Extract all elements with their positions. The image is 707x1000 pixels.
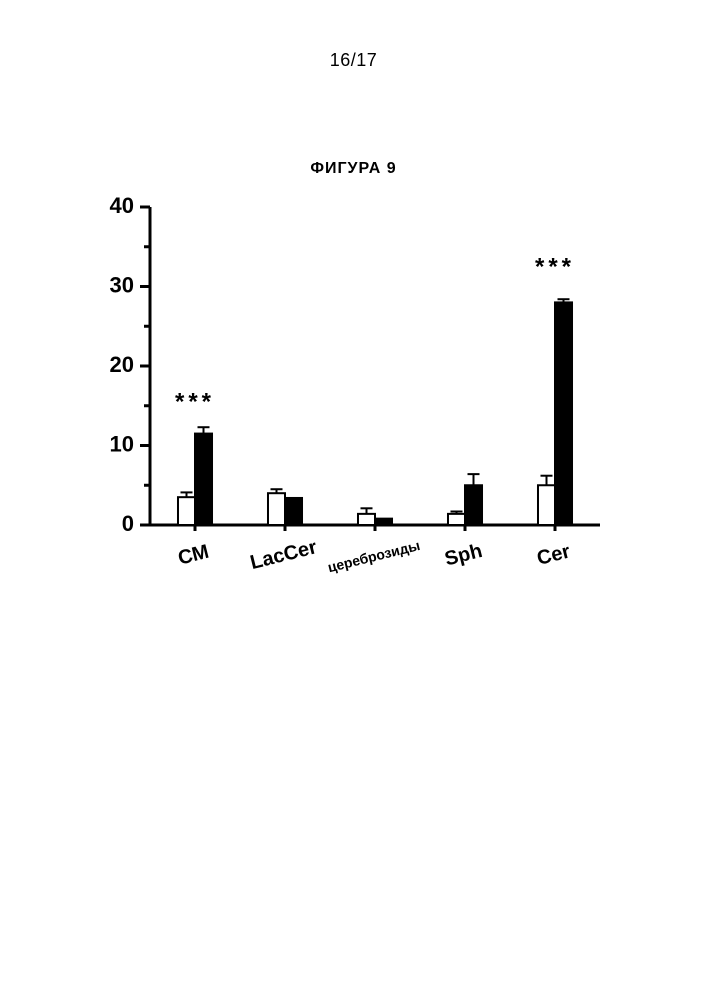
significance-marker: *** [535, 254, 575, 281]
y-tick-label: 30 [110, 272, 134, 297]
bar-control [358, 514, 375, 525]
bar-treated [555, 302, 572, 525]
bar-control [268, 493, 285, 525]
page-number: 16/17 [0, 50, 707, 71]
y-tick-label: 0 [122, 511, 134, 536]
bar-chart: 010203040СМLacCerцереброзидыSphCer****** [90, 185, 620, 605]
bar-treated [195, 434, 212, 525]
bar-treated [285, 498, 302, 525]
y-tick-label: 40 [110, 193, 134, 218]
chart-svg: 010203040СМLacCerцереброзидыSphCer****** [90, 185, 620, 605]
significance-marker: *** [175, 389, 215, 416]
bar-treated [375, 519, 392, 525]
bar-treated [465, 485, 482, 525]
page: 16/17 ФИГУРА 9 010203040СМLacCerцереброз… [0, 0, 707, 1000]
y-tick-label: 10 [110, 431, 134, 456]
bar-control [178, 497, 195, 525]
y-tick-label: 20 [110, 352, 134, 377]
bar-control [538, 485, 555, 525]
bar-control [448, 514, 465, 525]
figure-title: ФИГУРА 9 [0, 160, 707, 178]
